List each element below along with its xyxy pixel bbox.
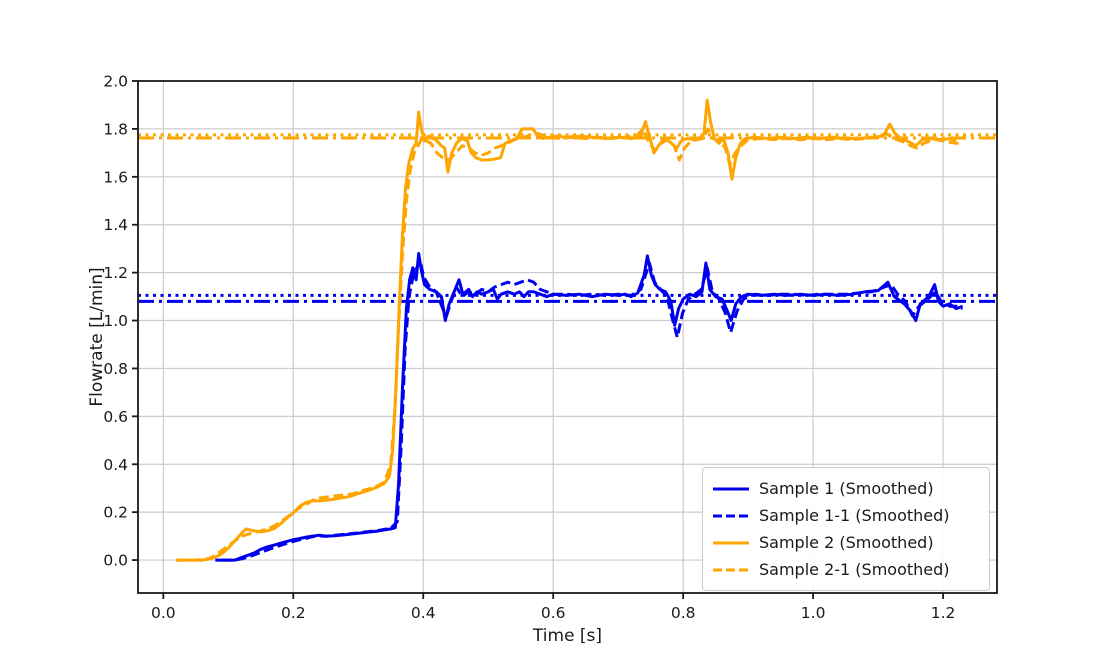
x-tick-label: 0.0 xyxy=(151,604,176,622)
y-axis-label: Flowrate [L/min] xyxy=(87,267,107,407)
y-tick-label: 1.6 xyxy=(103,168,128,186)
x-tick-label: 0.4 xyxy=(411,604,436,622)
y-tick-label: 0.8 xyxy=(103,360,128,378)
x-tick-label: 1.2 xyxy=(931,604,956,622)
legend-label: Sample 2 (Smoothed) xyxy=(759,533,934,552)
legend-sample-line xyxy=(713,514,749,517)
y-tick-label: 2.0 xyxy=(103,73,128,91)
series-line xyxy=(176,127,963,562)
x-axis-label: Time [s] xyxy=(532,626,603,646)
y-tick-label: 1.4 xyxy=(103,216,128,234)
y-tick-label: 0.6 xyxy=(103,408,128,426)
legend-label: Sample 1 (Smoothed) xyxy=(759,479,934,498)
y-tick-label: 1.2 xyxy=(103,264,128,282)
legend-item: Sample 1-1 (Smoothed) xyxy=(713,502,979,529)
y-tick-label: 0.2 xyxy=(103,504,128,522)
legend-sample-line xyxy=(713,568,749,571)
axes-spines xyxy=(137,80,998,594)
legend-item: Sample 1 (Smoothed) xyxy=(713,475,979,502)
y-tick-label: 0.4 xyxy=(103,456,128,474)
y-tick-label: 1.0 xyxy=(103,312,128,330)
legend-item: Sample 2-1 (Smoothed) xyxy=(713,556,979,583)
x-tick-label: 0.8 xyxy=(671,604,696,622)
legend-label: Sample 1-1 (Smoothed) xyxy=(759,506,950,525)
legend-label: Sample 2-1 (Smoothed) xyxy=(759,560,950,579)
x-tick-label: 0.6 xyxy=(541,604,566,622)
y-tick-label: 1.8 xyxy=(103,120,128,138)
y-tick-label: 0.0 xyxy=(103,552,128,570)
x-tick-label: 1.0 xyxy=(801,604,826,622)
legend-sample-line xyxy=(713,541,749,544)
series-line xyxy=(221,259,964,562)
x-tick-label: 0.2 xyxy=(281,604,306,622)
legend-item: Sample 2 (Smoothed) xyxy=(713,529,979,556)
legend-sample-line xyxy=(713,487,749,490)
legend: Sample 1 (Smoothed) Sample 1-1 (Smoothed)… xyxy=(702,467,990,591)
